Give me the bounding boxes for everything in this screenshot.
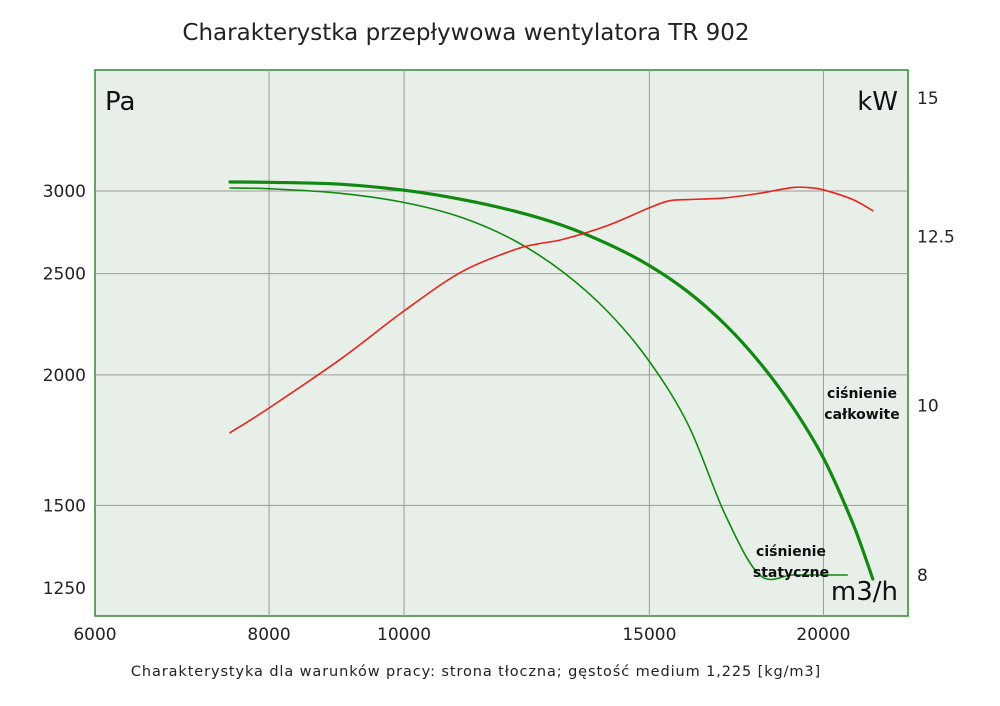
y-right-tick-label: 15 [917, 89, 939, 109]
x-tick-label: 20000 [796, 625, 850, 645]
tick-labels: 6000 8000 10000 15000 20000 1250 1500 2000 2500 3… [43, 89, 955, 645]
plot-area [94, 69, 909, 617]
y-left-tick-label: 2000 [43, 366, 86, 386]
grid [95, 70, 908, 616]
y-left-tick-label: 2500 [43, 265, 86, 285]
y-right-tick-label: 12.5 [917, 227, 955, 247]
x-tick-label: 6000 [73, 625, 116, 645]
series-label-total: całkowite [824, 407, 899, 423]
y-left-tick-label: 1500 [43, 496, 86, 516]
x-unit: m3/h [831, 577, 898, 607]
y-left-tick-label: 1250 [43, 579, 86, 599]
series-layer [228, 180, 875, 581]
y-right-unit: kW [857, 87, 898, 117]
y-right-tick-label: 8 [917, 566, 928, 586]
x-tick-label: 10000 [377, 625, 431, 645]
y-left-tick-label: 3000 [43, 182, 86, 202]
x-tick-label: 8000 [247, 625, 290, 645]
series-labels: ciśnienie całkowite ciśnienie statyczne [753, 386, 900, 581]
series-line-total [228, 180, 875, 581]
series-line-static [229, 187, 848, 581]
series-label-total: ciśnienie [827, 386, 897, 402]
series-label-static: statyczne [753, 565, 829, 581]
chart-title: Charakterystka przepływowa wentylatora T… [182, 20, 749, 46]
y-right-tick-label: 10 [917, 397, 939, 417]
x-tick-label: 15000 [622, 625, 676, 645]
series-label-static: ciśnienie [756, 544, 826, 560]
y-left-unit: Pa [105, 87, 135, 117]
series-line-power [229, 186, 874, 434]
chart-caption: Charakterystyka dla warunków pracy: stro… [131, 664, 821, 680]
